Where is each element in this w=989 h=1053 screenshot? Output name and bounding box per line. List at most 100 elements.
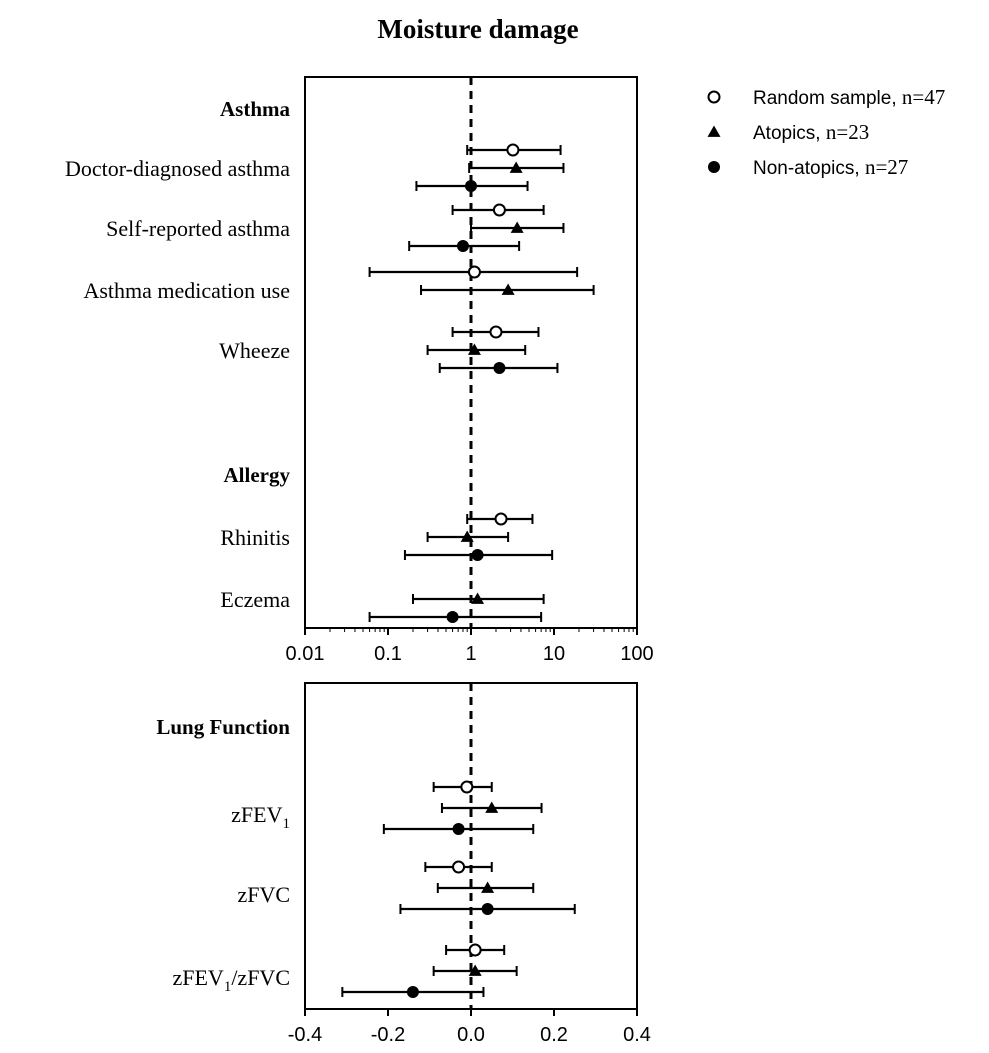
x-tick-label: 0.0 (457, 1024, 485, 1046)
point-atopics (468, 964, 482, 976)
estimate-non-atopics (438, 362, 559, 374)
legend: Random sample, n=47 Atopics, n=23 Non-atop… (707, 85, 945, 179)
outcome-label-main: Self-reported asthma (106, 216, 290, 241)
legend-label: Non-atopics, n=27 (753, 155, 908, 179)
outcome-label-main: Rhinitis (220, 525, 290, 550)
estimate-atopics (440, 801, 543, 813)
estimate-random-sample (451, 325, 540, 339)
outcome-label-main: Wheeze (219, 338, 290, 363)
legend-series-label: Non-atopics, (753, 158, 865, 179)
estimate-random-sample (432, 780, 493, 794)
outcome-label-subscript: 1 (224, 979, 232, 995)
group-header: Asthma (220, 97, 291, 121)
point-non-atopics (481, 903, 494, 915)
point-atopics (485, 801, 499, 813)
x-tick-label: 1 (465, 643, 476, 665)
estimate-atopics (426, 530, 510, 542)
group-header: Allergy (224, 463, 291, 487)
outcome-label: Self-reported asthma (106, 216, 290, 241)
legend-label: Atopics, n=23 (753, 120, 869, 144)
outcome-label: zFEV1/zFVC (172, 965, 290, 995)
top-panel: 0.01 0.1 1 10 100 Asthma Doctor-diagnosed asth… (65, 76, 654, 665)
outcome-label-main: Doctor-diagnosed asthma (65, 156, 290, 181)
x-tick-label: 0.1 (374, 643, 402, 665)
estimate-random-sample (466, 143, 562, 157)
point-atopics (471, 592, 485, 604)
outcome-label-main: Eczema (220, 587, 290, 612)
chart-title: Moisture damage (377, 14, 578, 44)
outcome-label-main: Asthma medication use (83, 278, 290, 303)
point-random-sample (506, 143, 520, 157)
legend-marker-non-atopics (708, 161, 720, 173)
legend-n-label: n=23 (826, 120, 869, 144)
point-non-atopics (465, 180, 477, 192)
point-non-atopics (406, 986, 419, 998)
point-atopics (481, 881, 495, 893)
point-random-sample (467, 265, 481, 279)
outcome-label-subscript: 1 (283, 816, 291, 832)
estimate-non-atopics (341, 986, 485, 998)
point-atopics (510, 221, 524, 233)
x-tick-label: 10 (543, 643, 565, 665)
point-atopics (501, 283, 515, 295)
legend-label: Random sample, n=47 (753, 85, 945, 109)
legend-series-label: Random sample, (753, 88, 902, 109)
estimate-random-sample (424, 860, 493, 874)
estimate-random-sample (466, 512, 534, 526)
outcome-label: Asthma medication use (83, 278, 290, 303)
x-tick-label: 0.4 (623, 1024, 651, 1046)
estimate-non-atopics (408, 240, 521, 252)
point-random-sample (468, 943, 482, 957)
x-tick-label: -0.4 (288, 1024, 322, 1046)
estimate-non-atopics (403, 549, 554, 561)
outcome-label: zFEV1 (231, 802, 290, 832)
group-header: Lung Function (156, 715, 290, 739)
estimate-atopics (411, 592, 545, 604)
estimate-atopics (432, 964, 518, 976)
estimate-random-sample (445, 943, 506, 957)
legend-series-label: Atopics, (753, 123, 826, 144)
outcome-label: zFVC (237, 882, 290, 907)
legend-marker-random-sample (707, 90, 721, 104)
outcome-label-main: zFVC (237, 882, 290, 907)
point-non-atopics (456, 240, 469, 252)
outcome-label: Rhinitis (220, 525, 290, 550)
outcome-label: Eczema (220, 587, 290, 612)
point-non-atopics (493, 362, 506, 374)
point-random-sample (492, 203, 506, 217)
outcome-label-rest: /zFVC (231, 965, 290, 990)
point-random-sample (460, 780, 474, 794)
estimate-random-sample (368, 265, 579, 279)
point-random-sample (452, 860, 466, 874)
estimate-non-atopics (415, 180, 529, 192)
x-tick-label: -0.2 (371, 1024, 405, 1046)
estimate-random-sample (451, 203, 545, 217)
estimate-atopics (420, 283, 595, 295)
x-tick-label: 0.2 (540, 1024, 568, 1046)
point-atopics (467, 343, 481, 355)
estimate-atopics (436, 881, 535, 893)
legend-marker-atopics (707, 125, 721, 137)
estimate-non-atopics (382, 823, 535, 835)
point-random-sample (489, 325, 503, 339)
x-tick-label: 0.01 (286, 643, 325, 665)
outcome-label-main: zFEV (172, 965, 223, 990)
point-atopics (460, 530, 474, 542)
point-non-atopics (452, 823, 465, 835)
point-non-atopics (471, 549, 484, 561)
estimate-atopics (468, 161, 565, 173)
point-random-sample (494, 512, 508, 526)
x-tick-label: 100 (620, 643, 653, 665)
point-atopics (509, 161, 523, 173)
legend-n-label: n=27 (865, 155, 908, 179)
outcome-label: Doctor-diagnosed asthma (65, 156, 290, 181)
legend-n-label: n=47 (902, 85, 945, 109)
estimate-non-atopics (368, 611, 543, 623)
estimate-non-atopics (399, 903, 576, 915)
estimate-atopics (470, 221, 565, 233)
point-non-atopics (446, 611, 459, 623)
outcome-label-main: zFEV (231, 802, 282, 827)
estimate-atopics (426, 343, 527, 355)
